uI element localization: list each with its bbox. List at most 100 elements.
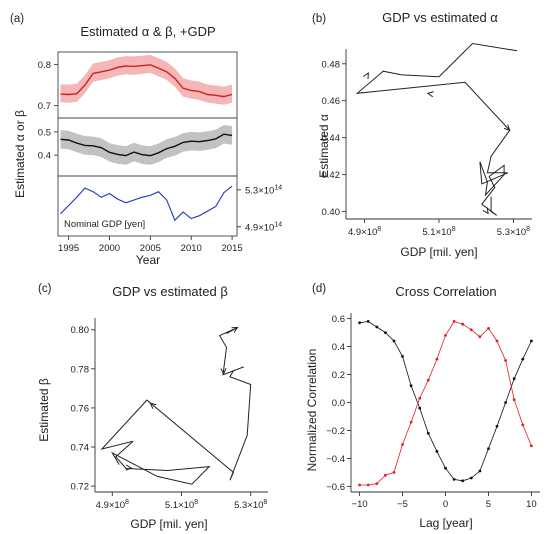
d-series-0-point: [487, 447, 490, 450]
c-direction-arrow: [149, 402, 157, 409]
d-series-0-point: [366, 320, 370, 323]
gdp-line: [60, 185, 233, 222]
y-axis-label-c: Estimated β: [37, 378, 51, 442]
d-series-1-point: [375, 482, 379, 485]
alpha-mean-line: [60, 64, 233, 98]
y-axis-label-a: Estimated α or β: [13, 110, 27, 198]
x-axis-label-c: GDP [mil. yen]: [130, 517, 207, 531]
chart-title-c: GDP vs estimated β: [112, 284, 228, 299]
b-ytick-label: 0.46: [322, 96, 341, 107]
b-direction-arrow: [482, 207, 489, 215]
a-xtick-label: 2010: [181, 243, 202, 254]
b-direction-arrow: [503, 124, 511, 132]
c-ytick-label: 0.78: [71, 364, 90, 375]
d-series-1-point: [495, 339, 499, 343]
d-series-0-point: [461, 479, 465, 483]
c-direction-arrow: [231, 326, 239, 333]
alpha-ytick-label: 0.8: [38, 60, 51, 71]
b-direction-arrow: [426, 91, 434, 98]
alpha-ytick-label: 0.7: [38, 101, 51, 112]
x-axis-label-a: Year: [136, 253, 160, 267]
d-series-1-point: [384, 473, 387, 477]
d-series-0-point: [521, 357, 525, 361]
b-trajectory-line: [355, 42, 518, 216]
d-series-1-point: [478, 335, 482, 339]
y-axis-label-d: Normalized Correlation: [305, 349, 319, 472]
chart-title-d: Cross Correlation: [395, 284, 496, 299]
b-xtick-label: 5.1×108: [422, 226, 455, 238]
d-series-1-point: [418, 396, 422, 400]
d-ytick-label: −0.4: [326, 454, 345, 465]
c-ytick-label: 0.80: [71, 325, 90, 336]
d-series-0-point: [375, 325, 379, 329]
d-series-1-point: [452, 320, 456, 323]
panel-label-d: (d): [312, 283, 326, 295]
d-series-0-point: [512, 377, 516, 381]
d-series-1-point: [435, 357, 439, 361]
beta-mean-line: [60, 133, 233, 157]
b-ytick-label: 0.48: [322, 59, 341, 70]
panel-a: (a) Estimated α & β, +GDP 0.7 0.8 0.4 0.5 5.…: [10, 13, 282, 267]
gdp-subplot-frame: [57, 175, 238, 237]
d-series-1-point: [461, 322, 465, 326]
a-xtick-label: 2000: [99, 243, 120, 254]
d-series-1-point: [444, 334, 447, 337]
d-ytick-label: −0.2: [326, 426, 345, 437]
d-series-0-point: [401, 355, 404, 358]
d-xtick-label: 0: [443, 499, 448, 510]
d-xtick-label: 10: [526, 499, 537, 510]
gdp-ytick-label: 5.3×1014: [245, 184, 282, 196]
d-ytick-label: 0.0: [332, 398, 345, 409]
c-direction-arrow: [220, 367, 227, 375]
chart-title-a: Estimated α & β, +GDP: [80, 24, 215, 39]
d-xtick-label: −5: [397, 499, 408, 510]
gdp-series-label: Nominal GDP [yen]: [64, 219, 145, 230]
d-series-1-point: [521, 423, 525, 427]
d-series-1-point: [469, 328, 473, 332]
d-series-1-point: [392, 471, 396, 474]
d-series-1-point: [504, 359, 507, 362]
c-direction-arrow: [125, 464, 133, 471]
panel-label-a: (a): [10, 13, 24, 25]
c-xtick-label: 4.9×108: [96, 499, 129, 511]
d-series-0-point: [435, 450, 439, 453]
gdp-ytick-label: 4.9×1014: [245, 221, 282, 233]
c-xtick-label: 5.3×108: [234, 499, 267, 511]
d-series-1-point: [409, 420, 413, 424]
panel-label-c: (c): [38, 283, 52, 295]
a-xtick-label: 2005: [140, 243, 161, 254]
d-series-1-point: [401, 443, 404, 446]
d-series-0-point: [530, 339, 533, 343]
x-axis-label-d: Lag [year]: [419, 516, 472, 530]
b-ytick-label: 0.44: [322, 133, 341, 144]
d-series-0-point: [495, 424, 499, 428]
d-series-0-point: [469, 476, 473, 480]
b-ytick-label: 0.40: [322, 207, 341, 218]
b-xtick-label: 5.3×108: [497, 226, 530, 238]
beta-ytick-label: 0.4: [38, 151, 51, 162]
d-series-1-point: [358, 483, 361, 487]
panel-d: (d) Cross Correlation −0.6 −0.4 −0.2 0.0 0.2…: [305, 283, 540, 530]
d-series-0-point: [384, 331, 387, 334]
c-ytick-label: 0.72: [71, 482, 90, 493]
d-series-0-point: [444, 466, 447, 470]
beta-ytick-label: 0.5: [38, 127, 51, 138]
a-xtick-label: 1995: [58, 243, 79, 254]
d-series-0-point: [426, 431, 430, 435]
panel-label-b: (b): [312, 13, 326, 25]
d-series-0-point: [358, 321, 361, 325]
a-xtick-label: 2015: [222, 243, 243, 254]
d-series-0-point: [418, 406, 422, 410]
b-direction-arrow: [363, 72, 369, 80]
d-series-1-point: [512, 398, 516, 402]
b-ytick-label: 0.42: [322, 170, 341, 181]
d-series-0-point: [504, 401, 507, 404]
d-series-0-line: [359, 320, 532, 482]
d-xtick-label: 5: [486, 499, 491, 510]
d-series-1-point: [530, 444, 533, 448]
d-ytick-label: 0.6: [332, 314, 345, 325]
d-series-1-point: [366, 483, 370, 487]
y-axis-label-b: Estimated α: [317, 114, 331, 178]
c-ytick-label: 0.74: [71, 443, 90, 454]
